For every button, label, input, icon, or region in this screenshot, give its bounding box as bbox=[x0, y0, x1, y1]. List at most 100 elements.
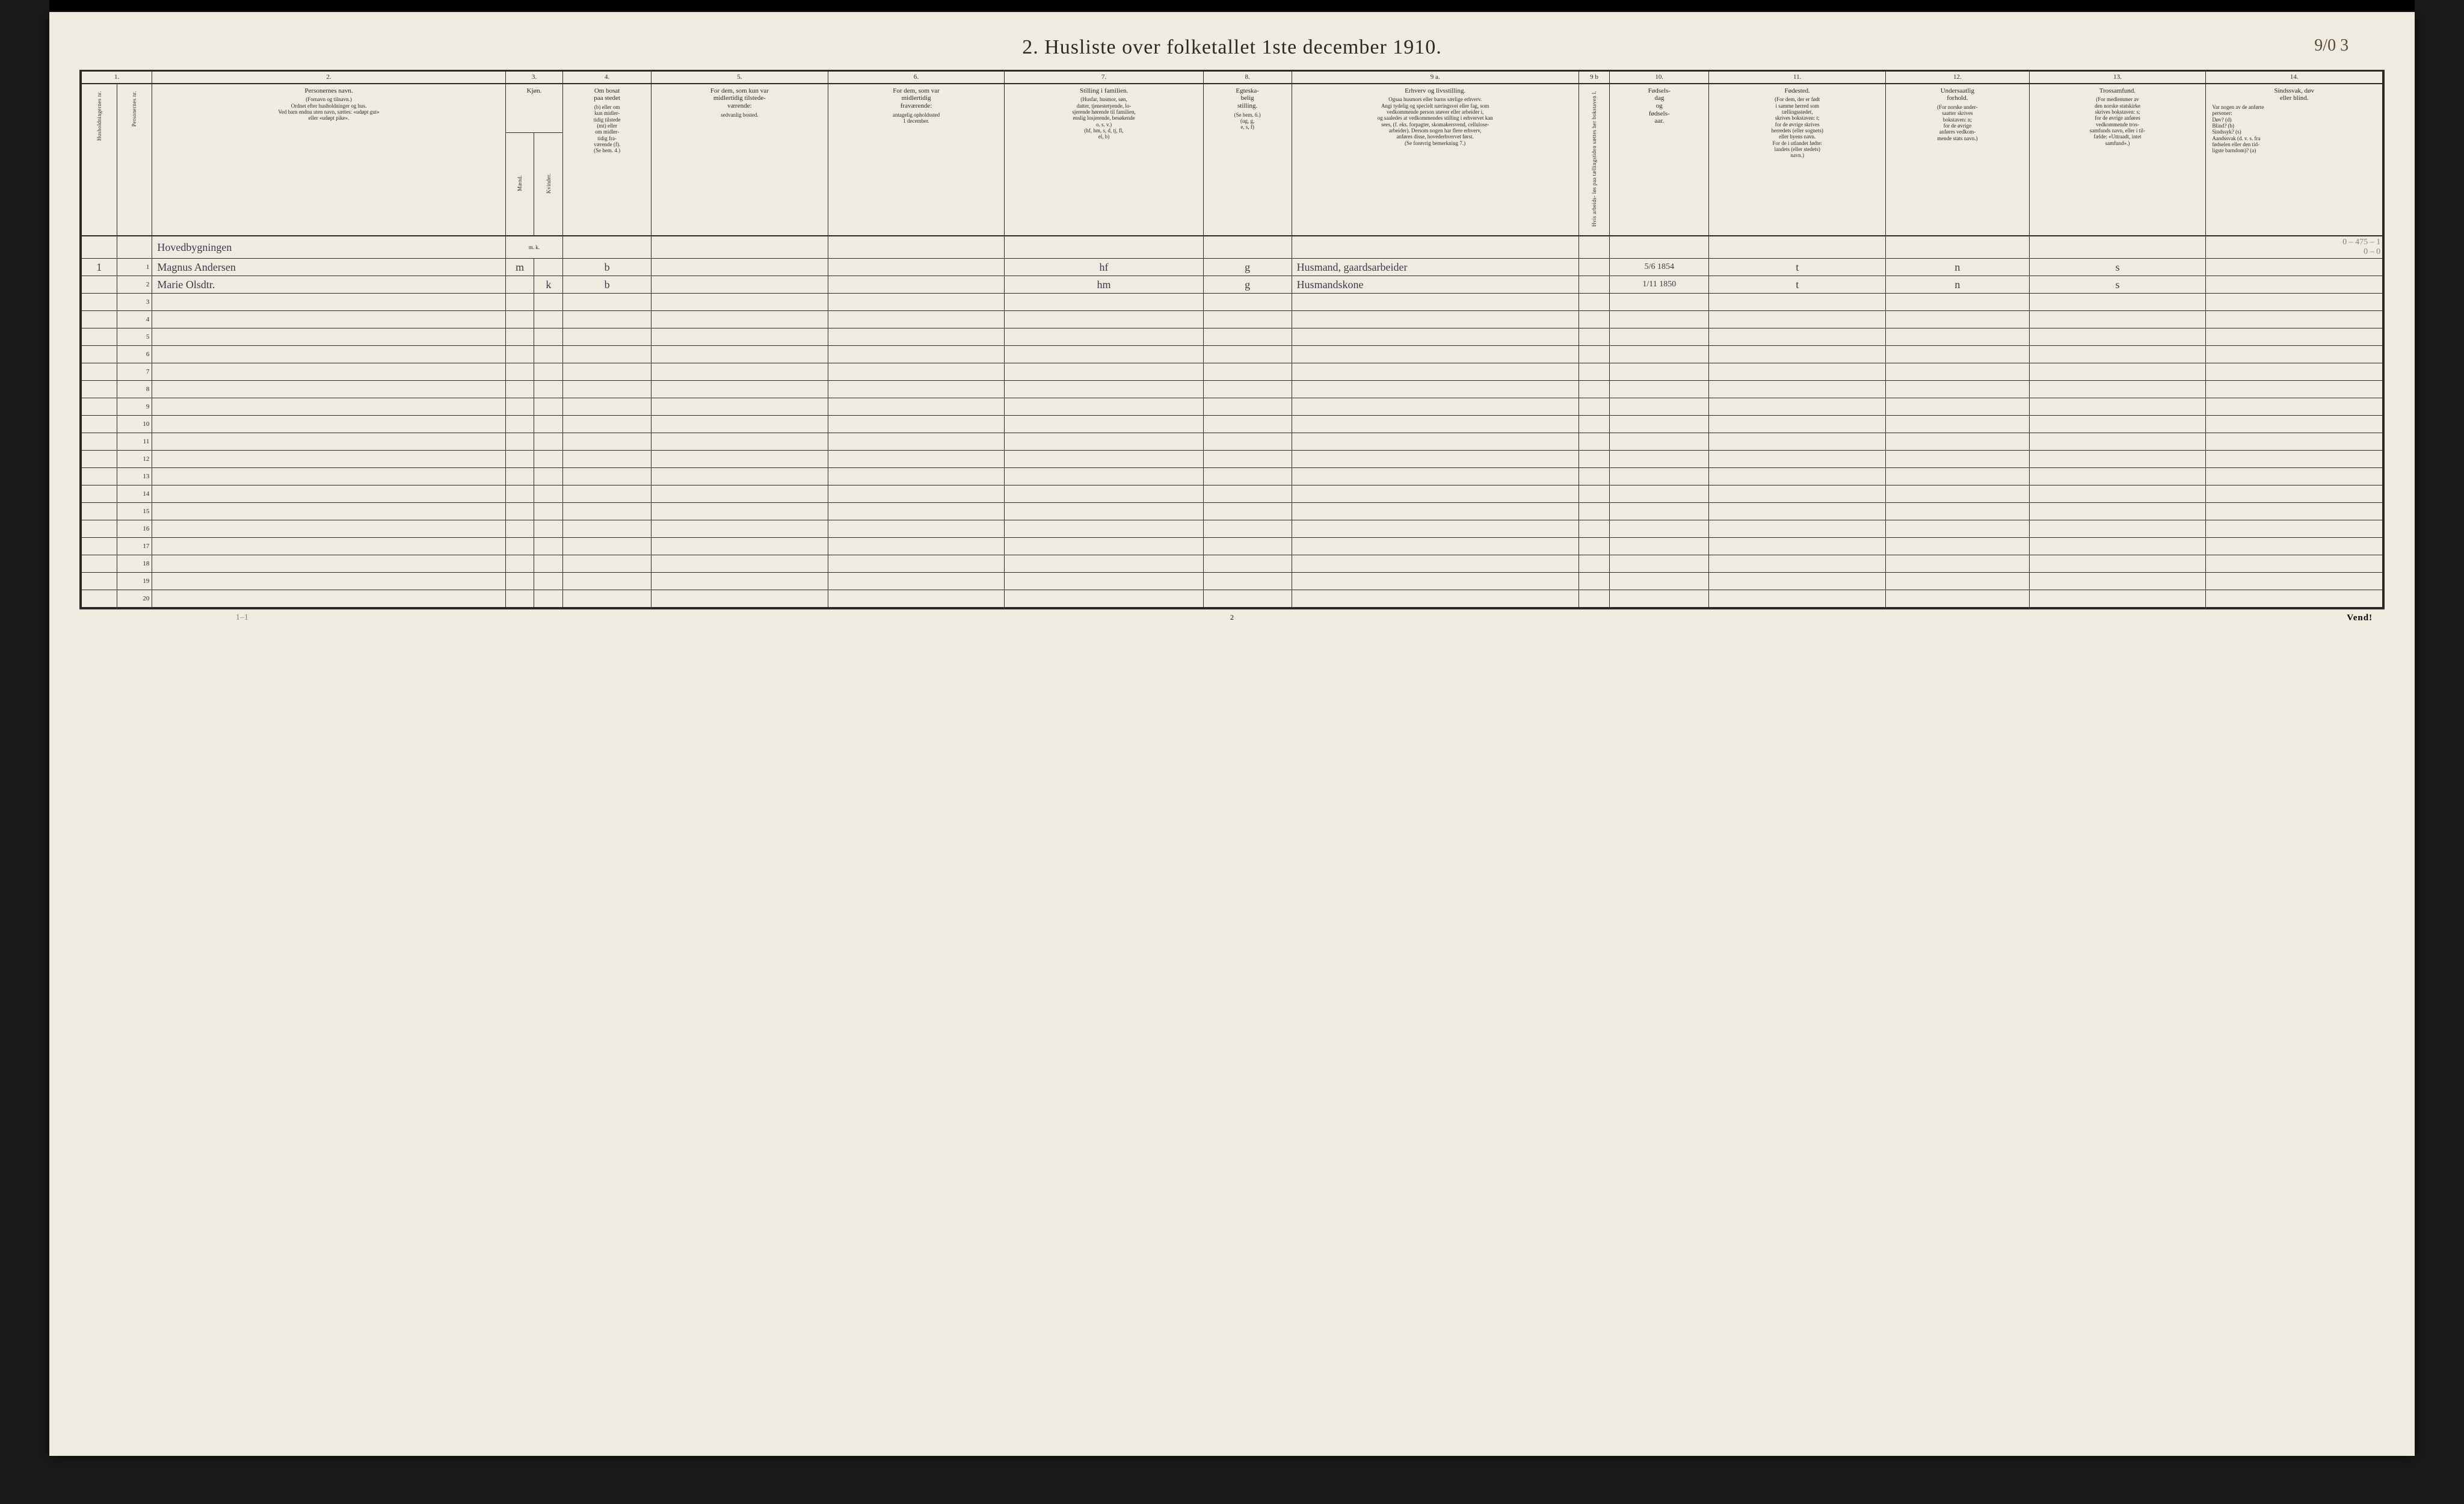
cell-hh bbox=[81, 276, 117, 294]
table-row: 7 bbox=[81, 363, 2382, 381]
table-row: 5 bbox=[81, 328, 2382, 346]
cell-c10: 5/6 1854 bbox=[1610, 259, 1709, 276]
title-row: 2. Husliste over folketallet 1ste decemb… bbox=[79, 36, 2385, 59]
cell-pn: 7 bbox=[117, 363, 152, 381]
pencil-note-1: 0 – 475 – 1 0 – 0 bbox=[2206, 236, 2383, 259]
census-page: 2. Husliste over folketallet 1ste decemb… bbox=[49, 12, 2415, 1456]
cell-pn: 9 bbox=[117, 398, 152, 416]
colnum-14: 14. bbox=[2206, 72, 2383, 84]
hdr-c1a: Husholdningernes nr. bbox=[81, 84, 117, 236]
cell-pn: 20 bbox=[117, 590, 152, 608]
cell-c6 bbox=[828, 259, 1005, 276]
colnum-6: 6. bbox=[828, 72, 1005, 84]
cell-pn: 2 bbox=[117, 276, 152, 294]
colnum-13: 13. bbox=[2029, 72, 2206, 84]
table-row: 3 bbox=[81, 294, 2382, 311]
colnum-2: 2. bbox=[152, 72, 505, 84]
cell-c5 bbox=[651, 259, 828, 276]
cell-pn: 18 bbox=[117, 555, 152, 573]
hdr-c2: Personernes navn. (Fornavn og tilnavn.)O… bbox=[152, 84, 505, 236]
annotation-row: Hovedbygningen m. k. 0 – 475 – 1 0 – 0 bbox=[81, 236, 2382, 259]
cell-c7: hf bbox=[1005, 259, 1203, 276]
cell-pn: 12 bbox=[117, 451, 152, 468]
cell-name: Marie Olsdtr. bbox=[152, 276, 505, 294]
table-head: 1. 2. 3. 4. 5. 6. 7. 8. 9 a. 9 b 10. 11.… bbox=[81, 72, 2382, 236]
footer-vend: Vend! bbox=[2347, 613, 2373, 623]
colnum-10: 10. bbox=[1610, 72, 1709, 84]
hdr-c6: For dem, som varmidlertidigfraværende: a… bbox=[828, 84, 1005, 236]
footer-row: 1–1 2 Vend! bbox=[79, 609, 2385, 623]
page-number: 2 bbox=[1230, 613, 1234, 622]
hdr-c12: Undersaatligforhold. (For norske under-s… bbox=[1886, 84, 2030, 236]
cell-c5 bbox=[651, 276, 828, 294]
cell-c14 bbox=[2206, 259, 2383, 276]
colnum-12: 12. bbox=[1886, 72, 2030, 84]
c3-foot: m. k. bbox=[505, 236, 562, 259]
cell-c13: s bbox=[2029, 276, 2206, 294]
table-row: 9 bbox=[81, 398, 2382, 416]
cell-sex-k: k bbox=[534, 276, 563, 294]
table-row: 19 bbox=[81, 573, 2382, 590]
hdr-c14: Sindssvak, døveller blind. Var nogen av … bbox=[2206, 84, 2383, 236]
table-row: 1 1 Magnus Andersen m b hf g Husmand, ga… bbox=[81, 259, 2382, 276]
page-mark-handwritten: 9/0 3 bbox=[2314, 36, 2348, 55]
colnum-8: 8. bbox=[1203, 72, 1292, 84]
colnum-4: 4. bbox=[563, 72, 651, 84]
cell-c12: n bbox=[1886, 259, 2030, 276]
cell-pn: 19 bbox=[117, 573, 152, 590]
cell-c9a: Husmand, gaardsarbeider bbox=[1292, 259, 1578, 276]
hdr-c7: Stilling i familien. (Husfar, husmor, sø… bbox=[1005, 84, 1203, 236]
cell-c9b bbox=[1578, 276, 1609, 294]
column-number-row: 1. 2. 3. 4. 5. 6. 7. 8. 9 a. 9 b 10. 11.… bbox=[81, 72, 2382, 84]
cell-hh: 1 bbox=[81, 259, 117, 276]
cell-c11: t bbox=[1709, 276, 1886, 294]
table-row: 18 bbox=[81, 555, 2382, 573]
header-main-row: Husholdningernes nr. Personernes nr. Per… bbox=[81, 84, 2382, 133]
cell-c13: s bbox=[2029, 259, 2206, 276]
hdr-c3b: Kvinder. bbox=[534, 133, 563, 236]
cell-pn: 14 bbox=[117, 485, 152, 503]
colnum-9b: 9 b bbox=[1578, 72, 1609, 84]
cell-pn: 11 bbox=[117, 433, 152, 451]
colnum-1: 1. bbox=[81, 72, 152, 84]
cell-c10: 1/11 1850 bbox=[1610, 276, 1709, 294]
page-title: 2. Husliste over folketallet 1ste decemb… bbox=[1022, 36, 1442, 59]
cell-pn: 8 bbox=[117, 381, 152, 398]
cell-c8: g bbox=[1203, 276, 1292, 294]
table-row: 14 bbox=[81, 485, 2382, 503]
cell-c8: g bbox=[1203, 259, 1292, 276]
cell-pn: 16 bbox=[117, 520, 152, 538]
table-row: 8 bbox=[81, 381, 2382, 398]
table-row: 12 bbox=[81, 451, 2382, 468]
hdr-c11: Fødested. (For dem, der er fødti samme h… bbox=[1709, 84, 1886, 236]
table-row: 2 Marie Olsdtr. k b hm g Husmandskone 1/… bbox=[81, 276, 2382, 294]
census-table: 1. 2. 3. 4. 5. 6. 7. 8. 9 a. 9 b 10. 11.… bbox=[81, 71, 2383, 608]
cell-c7: hm bbox=[1005, 276, 1203, 294]
cell-c6 bbox=[828, 276, 1005, 294]
hdr-c9a: Erhverv og livsstilling. Ogsaa husmors e… bbox=[1292, 84, 1578, 236]
cell-c4: b bbox=[563, 276, 651, 294]
cell-pn: 3 bbox=[117, 294, 152, 311]
hdr-c3a: Mænd. bbox=[505, 133, 534, 236]
cell-pn: 6 bbox=[117, 346, 152, 363]
building-line: Hovedbygningen bbox=[152, 236, 505, 259]
cell-c11: t bbox=[1709, 259, 1886, 276]
table-row: 16 bbox=[81, 520, 2382, 538]
colnum-3: 3. bbox=[505, 72, 562, 84]
cell-c9a: Husmandskone bbox=[1292, 276, 1578, 294]
hdr-c3-title: Kjøn. bbox=[505, 84, 562, 133]
cell-pn: 17 bbox=[117, 538, 152, 555]
hdr-c5: For dem, som kun varmidlertidig tilstede… bbox=[651, 84, 828, 236]
footer-left-tally: 1–1 bbox=[236, 613, 248, 623]
hdr-c8: Egteska-beligstilling. (Se bem. 6.)(ug, … bbox=[1203, 84, 1292, 236]
cell-c14 bbox=[2206, 276, 2383, 294]
cell-sex-m bbox=[505, 276, 534, 294]
cell-c12: n bbox=[1886, 276, 2030, 294]
table-row: 15 bbox=[81, 503, 2382, 520]
table-row: 17 bbox=[81, 538, 2382, 555]
cell-pn: 10 bbox=[117, 416, 152, 433]
cell-pn: 15 bbox=[117, 503, 152, 520]
table-row: 6 bbox=[81, 346, 2382, 363]
hdr-c10: Fødsels-dagogfødsels-aar. bbox=[1610, 84, 1709, 236]
colnum-11: 11. bbox=[1709, 72, 1886, 84]
